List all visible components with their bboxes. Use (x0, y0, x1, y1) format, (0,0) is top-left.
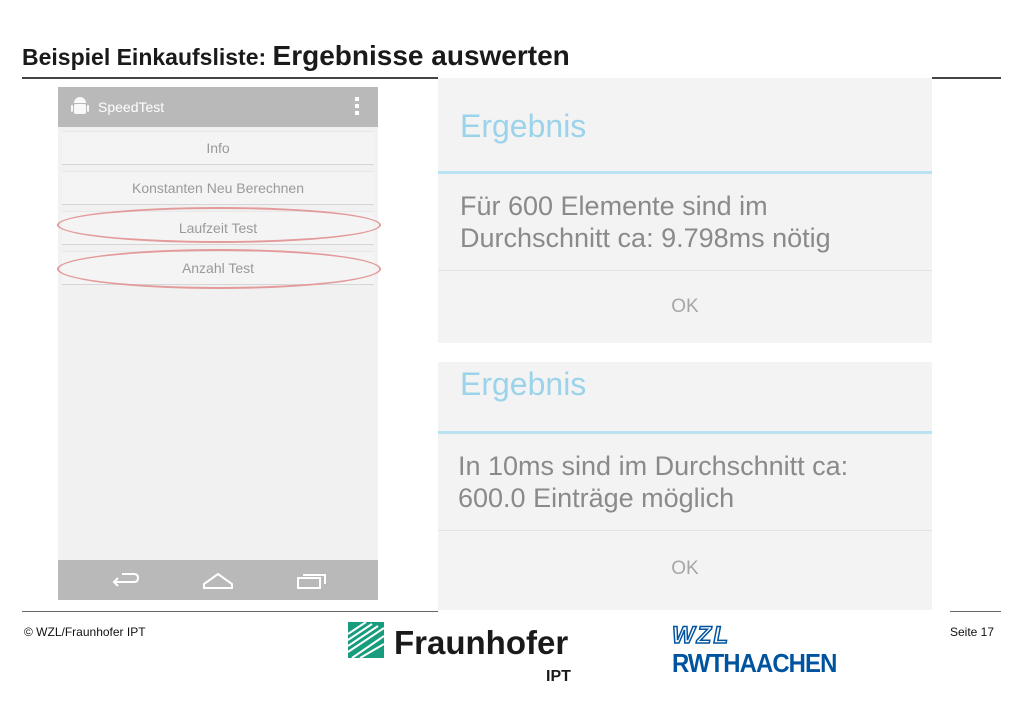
info-button[interactable]: Info (62, 131, 374, 165)
dialog-title: Ergebnis (460, 108, 587, 144)
highlight-count-test (57, 249, 381, 289)
dialog-message-line1: Für 600 Elemente sind im (460, 191, 768, 221)
dialog-message: Für 600 Elemente sind im Durchschnitt ca… (460, 190, 831, 254)
fraunhofer-logo: Fraunhofer IPT (348, 622, 578, 688)
page-number: Seite 17 (950, 625, 995, 639)
header-rule-left (22, 77, 438, 79)
result-dialog-runtime: Ergebnis Für 600 Elemente sind im Durchs… (438, 78, 932, 343)
fraunhofer-emblem-icon (348, 622, 384, 658)
dialog-ok-button[interactable]: OK (671, 296, 699, 317)
home-icon[interactable] (202, 570, 234, 590)
result-dialog-count: Ergebnis In 10ms sind im Durchschnitt ca… (438, 362, 932, 610)
android-icon (71, 97, 89, 114)
dialog-message-line2: Durchschnitt ca: 9.798ms nötig (460, 223, 831, 253)
rwth-wordmark: RWTHAACHEN (672, 648, 837, 678)
fraunhofer-wordmark: Fraunhofer (394, 624, 569, 661)
slide-title-part2: Ergebnisse auswerten (272, 40, 570, 71)
dialog-title-divider (438, 171, 932, 174)
action-bar: SpeedTest (58, 87, 378, 127)
navigation-bar (58, 560, 378, 600)
footer-rule-right (950, 611, 1001, 612)
dialog-button-divider (438, 530, 932, 531)
app-title: SpeedTest (98, 99, 165, 115)
dialog-message: In 10ms sind im Durchschnitt ca: 600.0 E… (458, 450, 848, 514)
dialog-message-line1: In 10ms sind im Durchschnitt ca: (458, 451, 849, 481)
wzl-wordmark: WZL (671, 621, 730, 650)
footer-rule-left (22, 611, 438, 612)
dialog-title: Ergebnis (460, 366, 587, 402)
overflow-menu-icon[interactable] (354, 97, 360, 117)
phone-screenshot: SpeedTest Info Konstanten Neu Berechnen … (58, 87, 378, 600)
slide-title-part1: Beispiel Einkaufsliste: (22, 44, 273, 70)
recalculate-constants-button[interactable]: Konstanten Neu Berechnen (62, 171, 374, 205)
back-icon[interactable] (110, 570, 140, 590)
dialog-button-divider (438, 270, 932, 271)
rwth-wzl-logo: WZL RWTHAACHEN (671, 621, 872, 678)
ipt-label: IPT (546, 668, 571, 685)
dialog-ok-button[interactable]: OK (671, 558, 699, 579)
dialog-title-divider (438, 431, 932, 434)
slide-title: Beispiel Einkaufsliste: Ergebnisse auswe… (22, 40, 570, 72)
recent-apps-icon[interactable] (296, 570, 328, 590)
copyright-text: © WZL/Fraunhofer IPT (24, 625, 146, 639)
dialog-message-line2: 600.0 Einträge möglich (458, 483, 735, 513)
highlight-runtime-test (57, 207, 381, 243)
header-rule-right (932, 77, 1001, 79)
